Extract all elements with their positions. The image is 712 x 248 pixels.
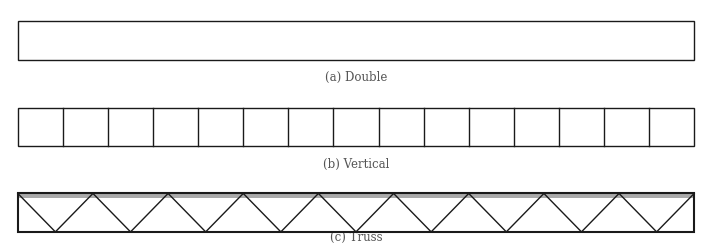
Bar bbox=[18, 193, 694, 232]
Bar bbox=[18, 108, 694, 146]
Bar bbox=[18, 193, 694, 198]
Bar bbox=[18, 193, 694, 232]
Text: (b) Vertical: (b) Vertical bbox=[323, 157, 389, 170]
Bar bbox=[18, 21, 694, 60]
Text: (c) Truss: (c) Truss bbox=[330, 231, 382, 244]
Text: (a) Double: (a) Double bbox=[325, 71, 387, 84]
